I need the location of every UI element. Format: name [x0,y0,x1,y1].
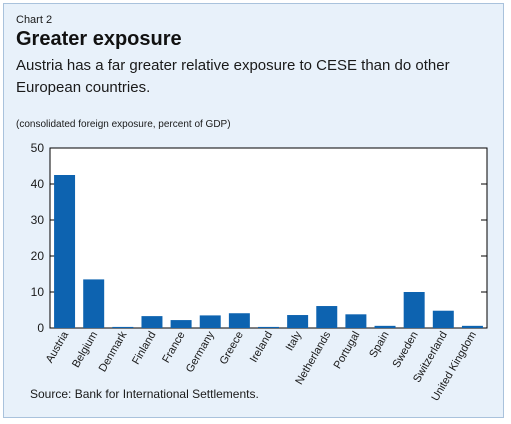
y-tick-label: 20 [31,249,45,263]
chart-number-label: Chart 2 [16,14,53,26]
x-category-label: Denmark [97,329,130,374]
bar-ireland [258,326,279,328]
x-category-label: Germany [184,329,217,375]
bar-france [170,320,192,328]
bar-italy [287,315,309,328]
y-tick-label: 30 [31,213,45,227]
bar-germany [199,315,221,328]
bar-sweden [403,292,425,328]
bar-denmark [112,326,134,328]
y-tick-label: 10 [31,285,45,299]
bar-united-kingdom [461,325,483,328]
chart-subtitle: Austria has a far greater relative expos… [16,57,450,96]
y-tick-label: 0 [37,321,44,335]
y-tick-label: 40 [31,177,45,191]
bar-austria [54,175,76,328]
x-category-label: Italy [284,329,305,353]
bar-belgium [83,279,105,328]
x-category-label: Ireland [248,330,275,365]
bar-spain [374,325,396,328]
source-note: Source: Bank for International Settlemen… [30,387,259,401]
chart-title: Greater exposure [16,28,182,50]
y-tick-label: 50 [31,141,45,155]
bar-finland [141,316,163,328]
units-note: (consolidated foreign exposure, percent … [16,119,231,130]
x-category-label: Spain [367,330,391,360]
x-category-label: Finland [130,330,158,367]
bar-netherlands [316,306,338,328]
x-category-label: Sweden [390,330,420,370]
x-category-label: Portugal [332,330,363,371]
x-category-label: Belgium [70,330,100,370]
x-category-label: Austria [44,329,72,365]
bar-greece [228,313,250,328]
x-category-label: France [160,330,188,366]
bar-switzerland [432,310,454,328]
bar-portugal [345,314,367,328]
x-category-label: Greece [218,330,246,367]
